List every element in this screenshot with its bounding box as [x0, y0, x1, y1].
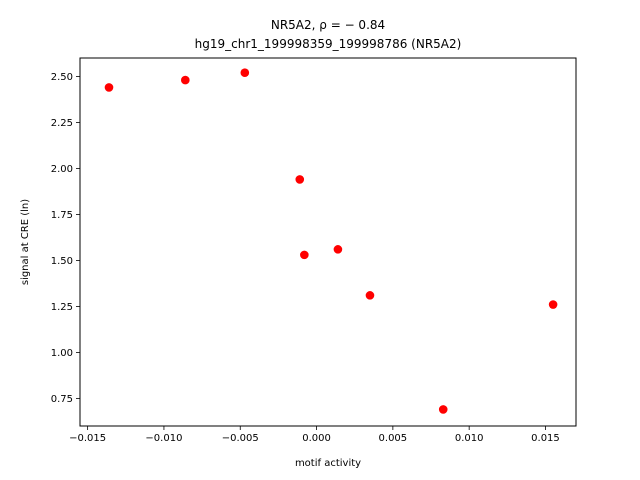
y-axis: 0.75 1.00 1.25 1.50 1.75 2.00 2.25 2.50 [51, 72, 80, 405]
x-tick-label: 0.005 [379, 433, 408, 444]
data-point [548, 300, 558, 309]
x-tick-label: −0.015 [69, 433, 106, 444]
x-axis-label: motif activity [295, 458, 361, 469]
chart-title-line1: NR5A2, ρ = − 0.84 [271, 18, 385, 32]
data-point [300, 250, 309, 260]
y-tick-label: 1.75 [51, 210, 73, 221]
x-tick-label: 0.000 [302, 433, 331, 444]
chart-title-line2: hg19_chr1_199998359_199998786 (NR5A2) [195, 37, 462, 51]
y-tick-label: 1.25 [51, 302, 73, 313]
data-point [365, 291, 375, 300]
plot-frame [79, 57, 577, 427]
y-tick-label: 0.75 [51, 394, 73, 405]
data-point [333, 245, 343, 254]
x-tick-label: −0.010 [145, 433, 182, 444]
x-axis: −0.015 −0.010 −0.005 0.000 0.005 0.010 0.015 [69, 426, 560, 444]
y-tick-label: 2.50 [51, 72, 73, 83]
data-point [104, 83, 114, 92]
data-point [240, 68, 250, 78]
data-point [295, 175, 305, 184]
y-axis-label: signal at CRE (ln) [20, 199, 31, 285]
data-point [181, 75, 190, 85]
y-tick-label: 2.25 [51, 118, 73, 129]
y-tick-label: 2.00 [51, 164, 73, 175]
x-tick-label: 0.015 [531, 433, 560, 444]
data-points [104, 68, 558, 414]
y-tick-label: 1.50 [51, 256, 73, 267]
x-tick-label: 0.010 [455, 433, 484, 444]
data-point [438, 405, 448, 414]
x-tick-label: −0.005 [222, 433, 259, 444]
y-tick-label: 1.00 [51, 348, 73, 359]
